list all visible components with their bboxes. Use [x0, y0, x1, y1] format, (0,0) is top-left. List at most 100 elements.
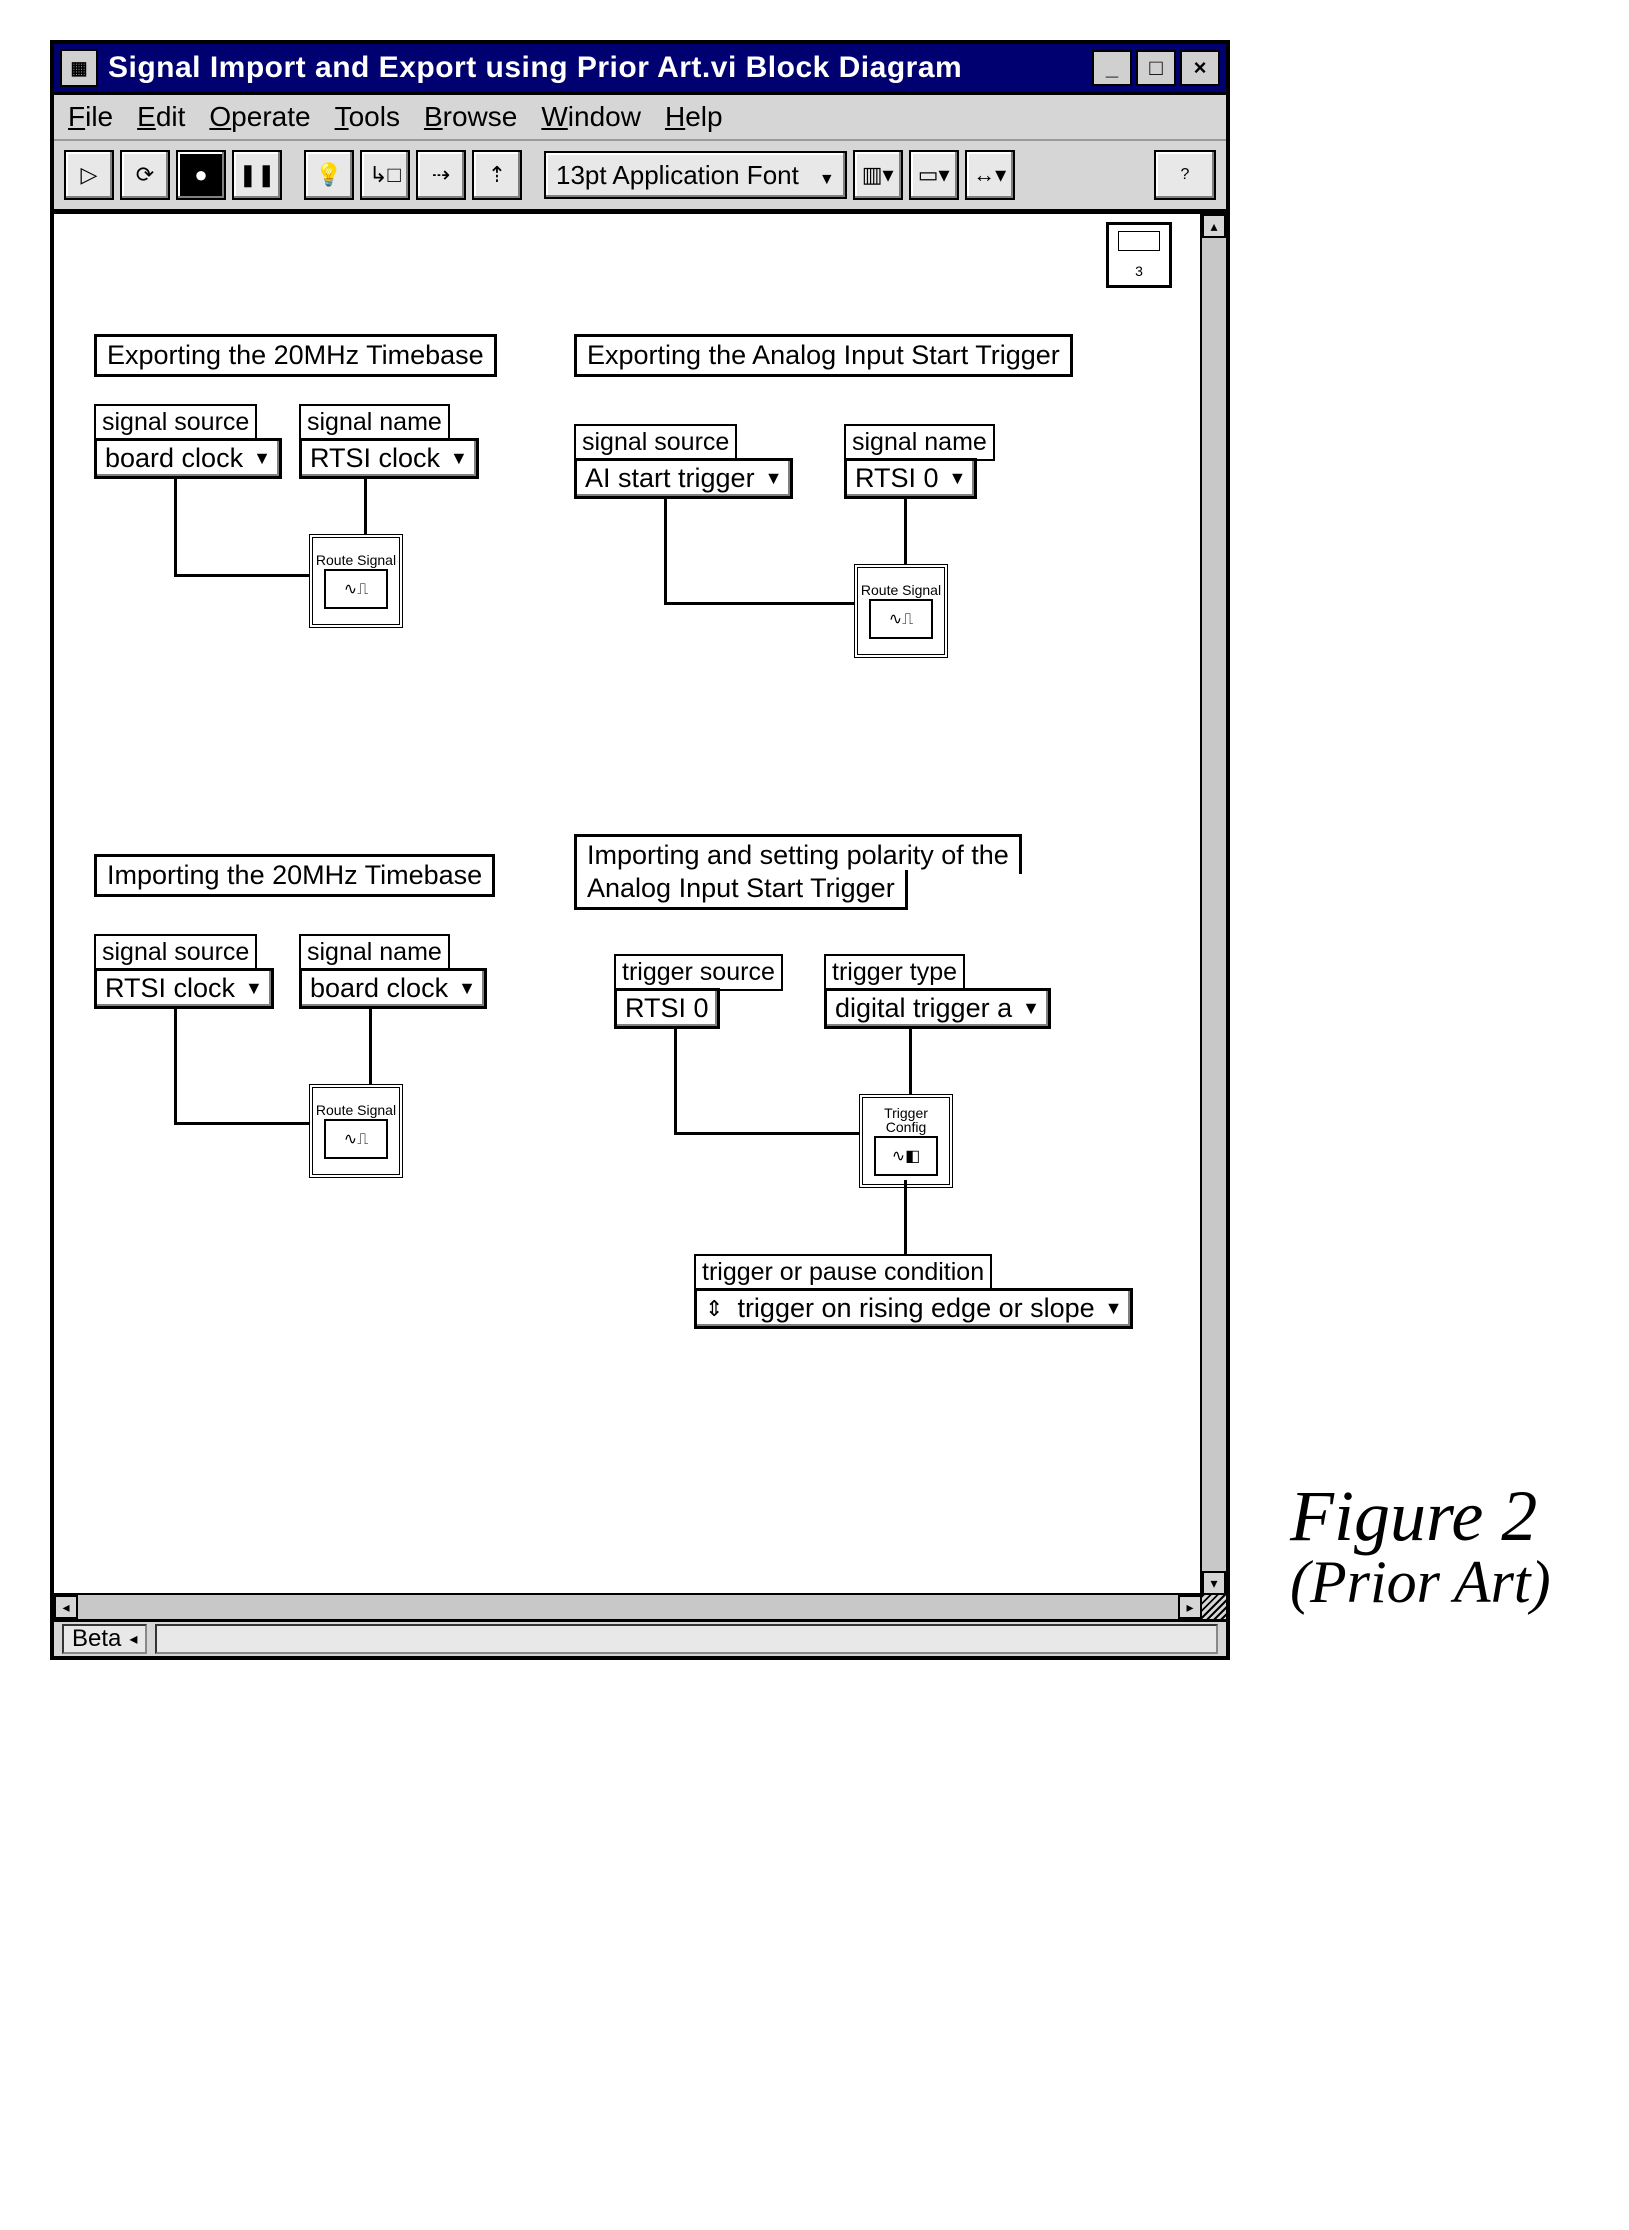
- group1-sig-name-control[interactable]: RTSI clock ▼: [299, 438, 479, 479]
- icon-palette[interactable]: 3: [1106, 222, 1172, 288]
- waveform-icon: ∿⎍: [869, 599, 933, 639]
- vi-label: Trigger Config: [863, 1106, 949, 1134]
- titlebar: ▦ Signal Import and Export using Prior A…: [54, 44, 1226, 95]
- scroll-up-button[interactable]: ▴: [1202, 214, 1226, 238]
- group2-sig-src-label: signal source: [574, 424, 737, 461]
- run-button[interactable]: ▷: [64, 150, 114, 200]
- group1-sig-src-label: signal source: [94, 404, 257, 441]
- group4-title-line1: Importing and setting polarity of the: [574, 834, 1022, 874]
- wire: [174, 1006, 177, 1124]
- waveform-icon: ∿⎍: [324, 1119, 388, 1159]
- group3-sig-src-value: RTSI clock: [105, 973, 235, 1004]
- chevron-down-icon: ▼: [458, 978, 476, 999]
- distribute-dropdown[interactable]: ▭▾: [909, 150, 959, 200]
- figure-caption: Figure 2 (Prior Art): [1290, 1480, 1551, 1612]
- wire: [664, 496, 667, 604]
- wire: [674, 1132, 859, 1135]
- group4-cond-control[interactable]: ⇕ trigger on rising edge or slope ▼: [694, 1288, 1133, 1329]
- status-left-label: Beta: [72, 1625, 121, 1653]
- group3-sig-name-control[interactable]: board clock ▼: [299, 968, 487, 1009]
- wire: [174, 574, 309, 577]
- chevron-down-icon: ▼: [1105, 1298, 1123, 1319]
- horizontal-scrollbar[interactable]: ◂ ▸: [54, 1593, 1202, 1619]
- group4-trig-type-label: trigger type: [824, 954, 965, 991]
- group1-title: Exporting the 20MHz Timebase: [94, 334, 497, 377]
- group4-trig-src-control[interactable]: RTSI 0: [614, 988, 720, 1029]
- group4-title-line2: Analog Input Start Trigger: [574, 870, 908, 910]
- wire: [174, 476, 177, 576]
- app-icon: ▦: [60, 49, 98, 87]
- menu-help[interactable]: Help: [665, 101, 723, 133]
- group4-cond-value: trigger on rising edge or slope: [737, 1293, 1094, 1324]
- group2-route-signal-vi[interactable]: Route Signal ∿⎍: [854, 564, 948, 658]
- reorder-dropdown[interactable]: ↔▾: [965, 150, 1015, 200]
- status-message: [155, 1624, 1218, 1654]
- group4-trig-type-control[interactable]: digital trigger a ▼: [824, 988, 1051, 1029]
- chevron-down-icon: ▼: [949, 468, 967, 489]
- vertical-scrollbar[interactable]: ▴ ▾: [1200, 214, 1226, 1595]
- pause-button[interactable]: ❚❚: [232, 150, 282, 200]
- window-title: Signal Import and Export using Prior Art…: [108, 51, 1092, 85]
- group2-sig-src-control[interactable]: AI start trigger ▼: [574, 458, 793, 499]
- align-dropdown[interactable]: ▥▾: [853, 150, 903, 200]
- diagram-area: 3 Exporting the 20MHz Timebase signal so…: [54, 212, 1226, 1619]
- wire: [364, 476, 367, 534]
- group4-trigger-config-vi[interactable]: Trigger Config ∿◧: [859, 1094, 953, 1188]
- caption-line2: (Prior Art): [1290, 1552, 1551, 1612]
- step-over-button[interactable]: ⇢: [416, 150, 466, 200]
- group3-route-signal-vi[interactable]: Route Signal ∿⎍: [309, 1084, 403, 1178]
- step-out-button[interactable]: ⇡: [472, 150, 522, 200]
- block-diagram-canvas[interactable]: 3 Exporting the 20MHz Timebase signal so…: [54, 214, 1202, 1595]
- group1-route-signal-vi[interactable]: Route Signal ∿⎍: [309, 534, 403, 628]
- scroll-right-button[interactable]: ▸: [1178, 1595, 1202, 1619]
- minimize-button[interactable]: _: [1092, 50, 1132, 86]
- menu-edit[interactable]: Edit: [137, 101, 185, 133]
- step-into-button[interactable]: ↳□: [360, 150, 410, 200]
- run-continuous-button[interactable]: ⟳: [120, 150, 170, 200]
- wire: [909, 1026, 912, 1094]
- waveform-icon: ∿⎍: [324, 569, 388, 609]
- group1-sig-src-value: board clock: [105, 443, 243, 474]
- palette-number: 3: [1135, 263, 1143, 279]
- wire: [674, 1026, 677, 1134]
- vi-label: Route Signal: [861, 583, 941, 597]
- group2-sig-src-value: AI start trigger: [585, 463, 755, 494]
- menu-tools[interactable]: Tools: [335, 101, 400, 133]
- menu-file[interactable]: File: [68, 101, 113, 133]
- highlight-exec-button[interactable]: 💡: [304, 150, 354, 200]
- menu-window[interactable]: Window: [541, 101, 641, 133]
- group2-sig-name-value: RTSI 0: [855, 463, 939, 494]
- group3-sig-src-control[interactable]: RTSI clock ▼: [94, 968, 274, 1009]
- resize-grip[interactable]: [1200, 1593, 1226, 1619]
- group1-sig-src-control[interactable]: board clock ▼: [94, 438, 282, 479]
- group4-trig-src-label: trigger source: [614, 954, 783, 991]
- chevron-down-icon: ▼: [450, 448, 468, 469]
- trigger-icon: ∿◧: [874, 1136, 938, 1176]
- font-label: 13pt Application Font: [556, 160, 799, 191]
- chevron-down-icon: [813, 160, 835, 191]
- group2-sig-name-control[interactable]: RTSI 0 ▼: [844, 458, 977, 499]
- app-window: ▦ Signal Import and Export using Prior A…: [50, 40, 1230, 1660]
- group2-sig-name-label: signal name: [844, 424, 995, 461]
- menu-browse[interactable]: Browse: [424, 101, 517, 133]
- scroll-left-button[interactable]: ◂: [54, 1595, 78, 1619]
- abort-button[interactable]: ●: [176, 150, 226, 200]
- close-button[interactable]: ×: [1180, 50, 1220, 86]
- font-dropdown[interactable]: 13pt Application Font: [544, 151, 847, 199]
- wire: [369, 1006, 372, 1084]
- chevron-left-icon: ◂: [129, 1629, 137, 1649]
- vi-label: Route Signal: [316, 1103, 396, 1117]
- group1-sig-name-value: RTSI clock: [310, 443, 440, 474]
- context-help-button[interactable]: ?: [1154, 150, 1216, 200]
- group3-sig-name-value: board clock: [310, 973, 448, 1004]
- wire: [664, 602, 854, 605]
- menu-operate[interactable]: Operate: [209, 101, 310, 133]
- caption-line1: Figure 2: [1290, 1480, 1551, 1552]
- maximize-button[interactable]: □: [1136, 50, 1176, 86]
- menubar: File Edit Operate Tools Browse Window He…: [54, 95, 1226, 141]
- chevron-down-icon: ▼: [253, 448, 271, 469]
- chevron-down-icon: ▼: [1022, 998, 1040, 1019]
- group3-title: Importing the 20MHz Timebase: [94, 854, 495, 897]
- status-left[interactable]: Beta ◂: [62, 1624, 147, 1654]
- scroll-down-button[interactable]: ▾: [1202, 1571, 1226, 1595]
